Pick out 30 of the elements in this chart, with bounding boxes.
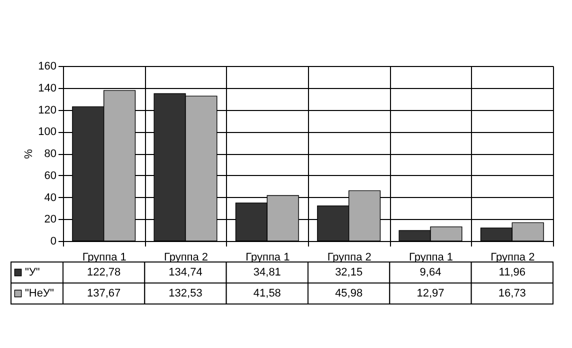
y-tick-label: 100 [38, 126, 56, 138]
data-label: 45,98 [335, 288, 363, 300]
x-tick-label: Группа 2 [164, 252, 208, 264]
y-tick-label: 80 [44, 148, 56, 160]
data-label: 12,97 [416, 288, 444, 300]
data-label: 134,74 [168, 266, 202, 278]
x-tick-label: Группа 1 [82, 252, 126, 264]
y-tick-label: 120 [38, 104, 56, 116]
x-tick-label: Группа 2 [490, 252, 535, 264]
legend-label: "У" [25, 266, 40, 278]
data-label: 137,67 [87, 288, 121, 300]
y-tick-label: 140 [38, 82, 56, 94]
data-label: 122,78 [87, 266, 121, 278]
x-tick-label: Группа 1 [246, 252, 290, 264]
data-label: 132,53 [168, 288, 202, 300]
data-label: 9,64 [420, 266, 442, 278]
y-tick-label: 20 [44, 214, 56, 226]
data-label: 16,73 [498, 288, 526, 300]
data-label: 34,81 [253, 266, 281, 278]
data-label: 41,58 [253, 288, 281, 300]
y-axis-title: % [23, 148, 36, 159]
data-label: 32,15 [335, 266, 363, 278]
legend-label: "НеУ" [25, 288, 54, 300]
y-tick-label: 160 [38, 60, 56, 72]
y-tick-label: 40 [44, 192, 56, 204]
x-tick-label: Группа 2 [327, 252, 372, 264]
x-tick-label: Группа 1 [408, 252, 454, 264]
y-tick-label: 0 [50, 236, 56, 248]
data-label: 11,96 [498, 266, 526, 278]
y-tick-label: 60 [44, 170, 56, 182]
